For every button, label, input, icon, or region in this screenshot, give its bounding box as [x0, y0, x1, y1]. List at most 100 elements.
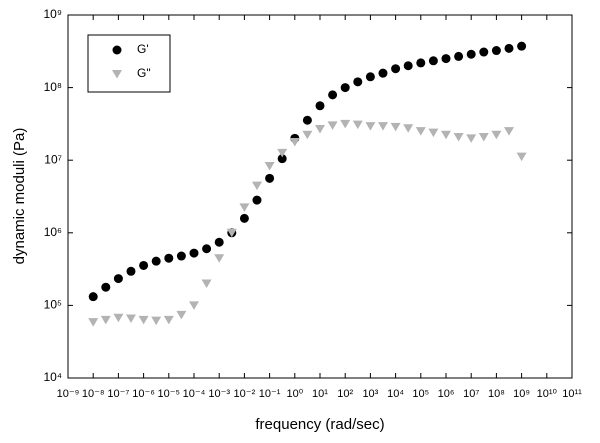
x-tick-label: 10³ — [362, 388, 378, 400]
legend-label: G' — [137, 42, 149, 56]
data-point — [277, 148, 288, 158]
x-tick-label: 10⁹ — [513, 388, 530, 400]
data-point — [503, 127, 514, 136]
data-point — [277, 154, 287, 164]
y-axis-title: dynamic moduli (Pa) — [11, 128, 28, 265]
x-tick-label: 10⁻² — [234, 388, 256, 400]
data-point — [327, 121, 338, 130]
data-point — [176, 251, 186, 261]
data-point — [328, 90, 338, 100]
x-tick-label: 10⁸ — [488, 388, 505, 400]
data-point — [100, 315, 111, 325]
data-point — [151, 256, 161, 266]
data-point — [352, 120, 363, 130]
data-point — [491, 46, 501, 56]
data-point — [239, 213, 249, 223]
y-tick-label: 10⁹ — [44, 7, 63, 21]
data-point — [315, 124, 325, 134]
data-point — [466, 49, 476, 59]
x-tick-label: 10⁴ — [387, 388, 404, 400]
data-point — [252, 195, 262, 205]
data-point — [113, 313, 124, 323]
data-point — [516, 152, 527, 162]
data-point — [517, 41, 527, 51]
data-point — [126, 266, 136, 276]
data-point — [202, 244, 212, 254]
x-tick-label: 10⁷ — [463, 388, 479, 400]
y-tick-label: 10⁶ — [44, 225, 62, 239]
data-point — [189, 248, 199, 258]
data-point — [88, 318, 99, 327]
x-tick-label: 10¹⁰ — [537, 388, 558, 400]
data-point — [289, 138, 300, 147]
data-point — [214, 237, 224, 247]
data-point — [454, 51, 464, 61]
data-point — [441, 54, 451, 64]
x-tick-label: 10¹ — [312, 388, 328, 400]
y-tick-label: 10⁵ — [44, 298, 62, 312]
x-axis-title: frequency (rad/sec) — [255, 416, 384, 433]
data-point — [504, 43, 514, 53]
data-point — [377, 122, 388, 131]
data-point — [365, 72, 375, 82]
data-point — [101, 282, 111, 292]
x-tick-label: 10⁻⁷ — [107, 388, 129, 400]
data-point — [164, 253, 174, 263]
x-tick-label: 10⁻³ — [208, 388, 230, 400]
data-point — [365, 122, 376, 131]
data-point — [403, 124, 414, 133]
data-point — [340, 83, 350, 93]
data-point — [378, 68, 388, 78]
data-point — [163, 315, 174, 325]
data-point — [226, 228, 237, 238]
data-point — [151, 316, 162, 326]
x-tick-label: 10⁻⁵ — [157, 388, 180, 400]
data-point — [139, 260, 149, 270]
data-point — [478, 132, 489, 142]
data-point — [315, 101, 325, 111]
data-point — [403, 61, 413, 71]
data-point — [113, 274, 123, 284]
data-point — [391, 64, 401, 74]
x-tick-label: 10⁻⁶ — [132, 388, 155, 400]
data-point — [138, 315, 149, 325]
x-tick-label: 10⁶ — [438, 388, 455, 400]
data-point — [453, 132, 464, 142]
legend-marker — [112, 45, 122, 55]
y-tick-label: 10⁷ — [44, 152, 62, 166]
data-point — [265, 173, 275, 183]
data-point — [466, 134, 477, 143]
data-point — [239, 203, 250, 212]
data-point — [88, 292, 98, 302]
x-tick-label: 10² — [337, 388, 353, 400]
x-tick-label: 10⁻⁴ — [183, 388, 206, 400]
data-point — [479, 47, 489, 57]
data-point — [428, 128, 439, 138]
x-tick-label: 10⁵ — [412, 388, 429, 400]
data-point — [251, 181, 262, 191]
data-point — [201, 279, 212, 289]
data-point — [214, 254, 225, 263]
data-point — [302, 130, 313, 140]
data-point — [302, 115, 312, 125]
x-tick-label: 10⁻⁸ — [82, 388, 105, 400]
data-point — [390, 122, 401, 132]
legend-label: G" — [137, 66, 151, 80]
legend-box — [87, 34, 171, 93]
legend-marker — [112, 70, 122, 79]
x-tick-label: 10¹¹ — [562, 388, 582, 400]
data-point — [340, 119, 351, 129]
x-tick-label: 10⁰ — [286, 388, 303, 400]
data-point — [428, 56, 438, 66]
data-point — [189, 301, 199, 310]
data-point — [176, 310, 187, 320]
x-tick-label: 10⁻¹ — [259, 388, 281, 400]
data-point — [415, 127, 426, 136]
y-tick-label: 10⁴ — [43, 370, 62, 384]
data-point — [416, 58, 426, 68]
x-tick-label: 10⁻⁹ — [57, 388, 80, 400]
y-tick-label: 10⁸ — [44, 80, 62, 94]
data-point — [441, 130, 451, 140]
data-point — [353, 77, 363, 87]
